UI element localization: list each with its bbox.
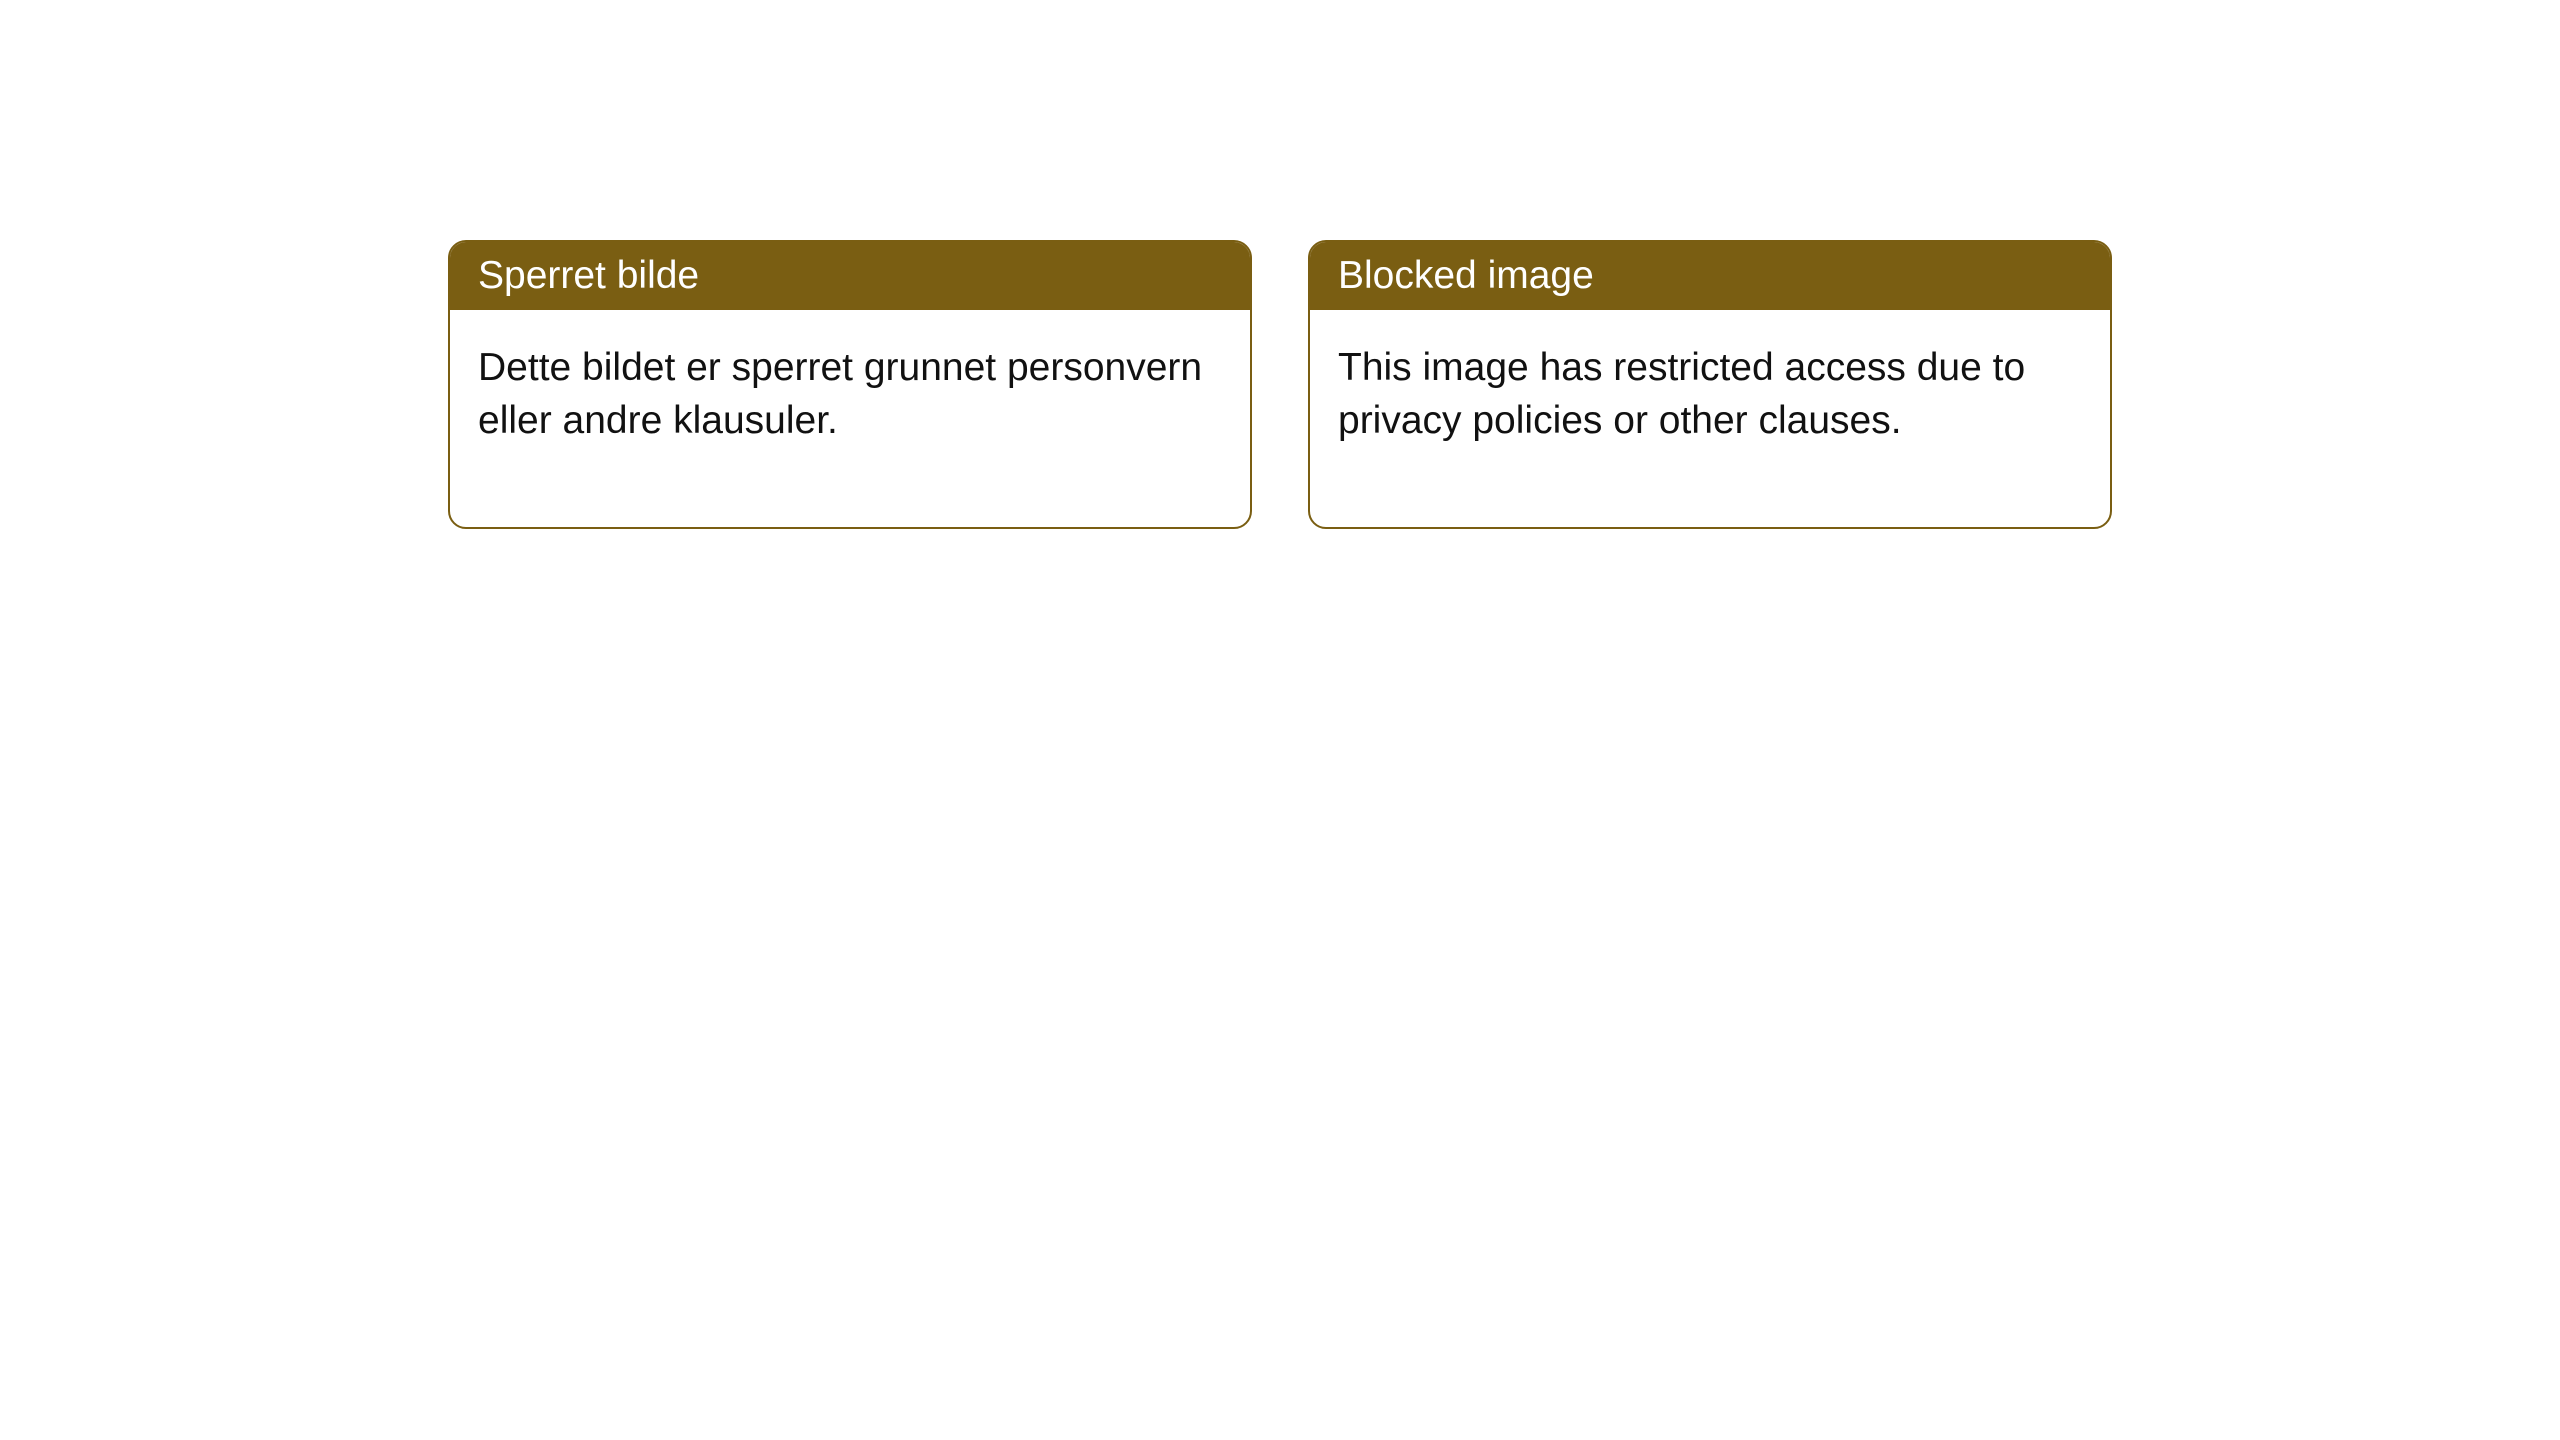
notice-container: Sperret bilde Dette bildet er sperret gr…: [0, 0, 2560, 529]
notice-header: Sperret bilde: [450, 242, 1250, 310]
notice-header: Blocked image: [1310, 242, 2110, 310]
notice-card-english: Blocked image This image has restricted …: [1308, 240, 2112, 529]
notice-body: This image has restricted access due to …: [1310, 310, 2110, 527]
notice-body: Dette bildet er sperret grunnet personve…: [450, 310, 1250, 527]
notice-card-norwegian: Sperret bilde Dette bildet er sperret gr…: [448, 240, 1252, 529]
